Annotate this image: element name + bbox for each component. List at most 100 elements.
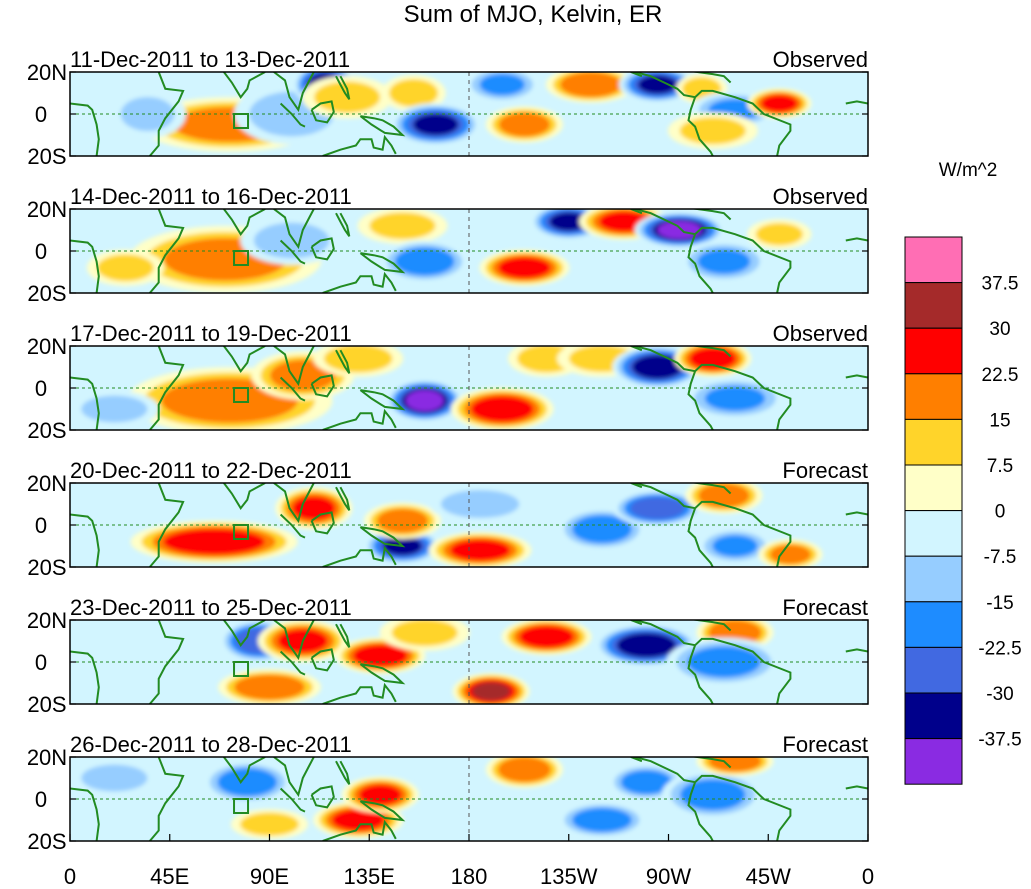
colorbar-label: 0 [995,502,1006,523]
coastline [273,757,315,798]
coastline [687,96,714,156]
anomaly-contour [616,633,676,658]
y-tick-label: 20S [27,144,66,169]
colorbar-swatch [904,327,963,375]
coastline [635,72,696,99]
reference-box [233,524,250,540]
panel-kind: Observed [773,321,868,346]
y-tick-label: 20N [27,60,67,85]
coastlines [70,483,868,567]
anomaly-contour [708,757,762,772]
anomaly-contour [81,764,148,792]
anomaly-contour [697,249,751,274]
coastline [322,408,397,430]
coastline [279,513,306,539]
coastline [687,507,714,567]
reference-box [233,661,250,677]
y-tick-label: 20N [27,471,67,496]
anomaly-contour [632,355,683,379]
colorbar-label: 37.5 [982,274,1019,295]
coastline [689,620,732,632]
anomaly-contour [572,515,632,544]
coastline [222,757,266,784]
panel-kind: Forecast [782,732,868,757]
colorbar-label: 22.5 [982,365,1019,386]
panel-1: 20N 0 20S 11-Dec-2011 to 13-Dec-2011 Observe… [27,47,869,169]
coastline [70,239,100,293]
anomaly-contour [358,784,402,805]
anomaly-contour [323,346,393,373]
panel-3: 20N 0 20S 17-Dec-2011 to 19-Dec-2011 Observe… [27,321,869,443]
anomaly-field [70,72,868,156]
coastline [279,650,306,676]
colorbar-swatch [904,373,963,420]
colorbar-label: -30 [986,684,1013,705]
anomaly-contour [440,490,520,518]
coastline [359,800,406,822]
anomaly-contour [498,757,551,783]
x-tick-label: 0 [64,864,76,889]
coastlines [70,346,868,430]
anomaly-contour [471,396,534,422]
coastline [694,774,792,841]
colorbar-label: 30 [989,319,1010,340]
colorbar-swatch [904,692,963,740]
reference-box [233,250,250,266]
panel-kind: Forecast [782,458,868,483]
colorbar-swatch [904,510,963,557]
coastline [845,237,868,242]
anomaly-contour [450,539,511,561]
chart-title: Sum of MJO, Kelvin, ER [404,1,663,28]
anomaly-contour [479,73,525,96]
colorbar-swatch [904,646,963,694]
coastline [694,226,792,293]
coastline [335,760,351,785]
anomaly-field [70,209,868,293]
coastline [689,209,732,221]
coastline [359,526,406,548]
x-tick-label: 45E [150,864,189,889]
coastline [635,209,696,236]
coastline [635,757,696,784]
coastline [322,819,397,841]
y-tick-label: 20N [27,745,67,770]
coastline [335,212,351,237]
coastline [273,72,315,113]
coastlines [70,209,868,293]
x-tick-label: 45W [746,864,791,889]
coastline [845,511,868,516]
anomaly-contour [234,674,305,700]
panel-date-range: 17-Dec-2011 to 19-Dec-2011 [70,321,352,346]
coastline [687,644,714,704]
reference-box [233,798,250,814]
coastline [689,72,732,84]
anomaly-contour [630,497,685,520]
coastline [694,89,792,156]
coastline [310,785,335,809]
anomaly-contour [389,79,439,107]
colorbar-swatch [904,236,963,284]
y-tick-label: 0 [35,650,47,675]
coastlines [70,757,868,841]
coastline [310,374,335,398]
anomaly-blobs [70,757,774,840]
y-tick-label: 20S [27,281,66,306]
coastline [149,757,185,841]
anomaly-contour [572,807,632,833]
coastline [222,483,266,510]
coastline [222,72,266,99]
coastline [70,650,100,704]
coastline [222,346,266,373]
panel-6: 20N 0 20S 26-Dec-2011 to 28-Dec-2011 Forecas… [27,732,869,854]
x-tick-label: 180 [451,864,488,889]
anomaly-contour [657,221,702,239]
x-tick-label: 90W [646,864,691,889]
coastline [687,370,714,430]
coastline [635,483,696,510]
coastline [70,376,100,430]
anomaly-contour [81,395,148,423]
coastline [694,500,792,567]
y-tick-label: 0 [35,239,47,264]
anomaly-contour [519,625,574,648]
coastline [689,483,732,495]
